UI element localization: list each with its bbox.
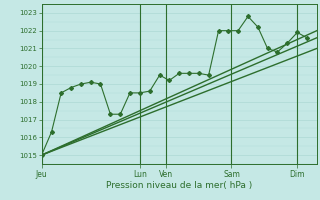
X-axis label: Pression niveau de la mer( hPa ): Pression niveau de la mer( hPa ): [106, 181, 252, 190]
